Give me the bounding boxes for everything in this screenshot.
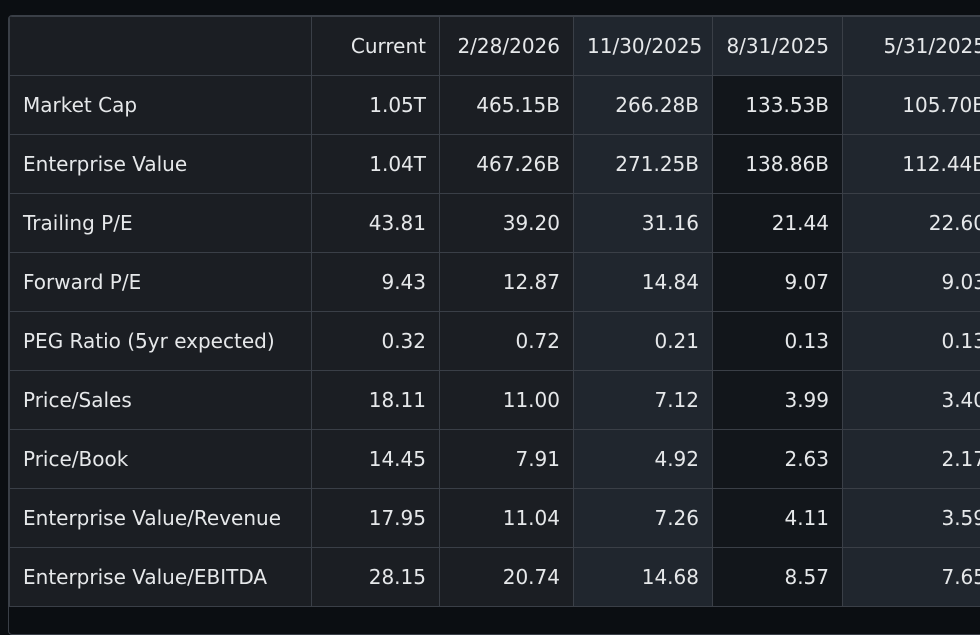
valuation-measures-table: Current 2/28/2026 11/30/2025 8/31/2025 5… [9,16,980,607]
table-row: Forward P/E 9.43 12.87 14.84 9.07 9.03 [10,253,980,312]
table-cell: 11.00 [440,371,574,430]
table-cell: 465.15B [440,76,574,135]
column-header: 11/30/2025 [574,17,713,76]
table-cell: 0.21 [574,312,713,371]
table-cell: 14.84 [574,253,713,312]
table-row: Enterprise Value 1.04T 467.26B 271.25B 1… [10,135,980,194]
table-row: Trailing P/E 43.81 39.20 31.16 21.44 22.… [10,194,980,253]
table-row: PEG Ratio (5yr expected) 0.32 0.72 0.21 … [10,312,980,371]
row-label: Price/Book [10,430,312,489]
table-cell: 3.59 [843,489,980,548]
table-cell: 133.53B [713,76,843,135]
table-cell: 4.92 [574,430,713,489]
table-cell: 1.05T [312,76,440,135]
table-cell: 2.17 [843,430,980,489]
table-cell: 7.91 [440,430,574,489]
table-cell: 31.16 [574,194,713,253]
table-cell: 0.13 [843,312,980,371]
table-cell: 22.60 [843,194,980,253]
row-label: Price/Sales [10,371,312,430]
row-label: PEG Ratio (5yr expected) [10,312,312,371]
row-label: Enterprise Value [10,135,312,194]
table-cell: 8.57 [713,548,843,607]
table-cell: 18.11 [312,371,440,430]
table-row: Market Cap 1.05T 465.15B 266.28B 133.53B… [10,76,980,135]
column-header: 5/31/2025 [843,17,980,76]
row-label: Enterprise Value/Revenue [10,489,312,548]
table-cell: 14.68 [574,548,713,607]
table-cell: 7.12 [574,371,713,430]
table-cell: 0.32 [312,312,440,371]
table-cell: 14.45 [312,430,440,489]
table-cell: 3.99 [713,371,843,430]
table-cell: 7.65 [843,548,980,607]
table-cell: 9.07 [713,253,843,312]
table-cell: 20.74 [440,548,574,607]
header-corner-cell [10,17,312,76]
table-cell: 105.70B [843,76,980,135]
table-cell: 4.11 [713,489,843,548]
row-label: Enterprise Value/EBITDA [10,548,312,607]
table-cell: 2.63 [713,430,843,489]
table-cell: 28.15 [312,548,440,607]
table-cell: 266.28B [574,76,713,135]
table-cell: 9.03 [843,253,980,312]
header-row: Current 2/28/2026 11/30/2025 8/31/2025 5… [10,17,980,76]
valuation-measures-table-container: Current 2/28/2026 11/30/2025 8/31/2025 5… [8,15,980,635]
table-row: Enterprise Value/EBITDA 28.15 20.74 14.6… [10,548,980,607]
table-cell: 11.04 [440,489,574,548]
table-cell: 3.40 [843,371,980,430]
table-row: Enterprise Value/Revenue 17.95 11.04 7.2… [10,489,980,548]
table-cell: 12.87 [440,253,574,312]
table-cell: 467.26B [440,135,574,194]
table-cell: 138.86B [713,135,843,194]
column-header: 8/31/2025 [713,17,843,76]
table-cell: 17.95 [312,489,440,548]
table-cell: 0.13 [713,312,843,371]
table-cell: 43.81 [312,194,440,253]
row-label: Market Cap [10,76,312,135]
table-cell: 21.44 [713,194,843,253]
table-cell: 271.25B [574,135,713,194]
row-label: Forward P/E [10,253,312,312]
table-cell: 7.26 [574,489,713,548]
table-cell: 1.04T [312,135,440,194]
table-cell: 9.43 [312,253,440,312]
table-cell: 112.44B [843,135,980,194]
row-label: Trailing P/E [10,194,312,253]
column-header: Current [312,17,440,76]
table-row: Price/Sales 18.11 11.00 7.12 3.99 3.40 [10,371,980,430]
table-row: Price/Book 14.45 7.91 4.92 2.63 2.17 [10,430,980,489]
table-cell: 0.72 [440,312,574,371]
table-cell: 39.20 [440,194,574,253]
column-header: 2/28/2026 [440,17,574,76]
